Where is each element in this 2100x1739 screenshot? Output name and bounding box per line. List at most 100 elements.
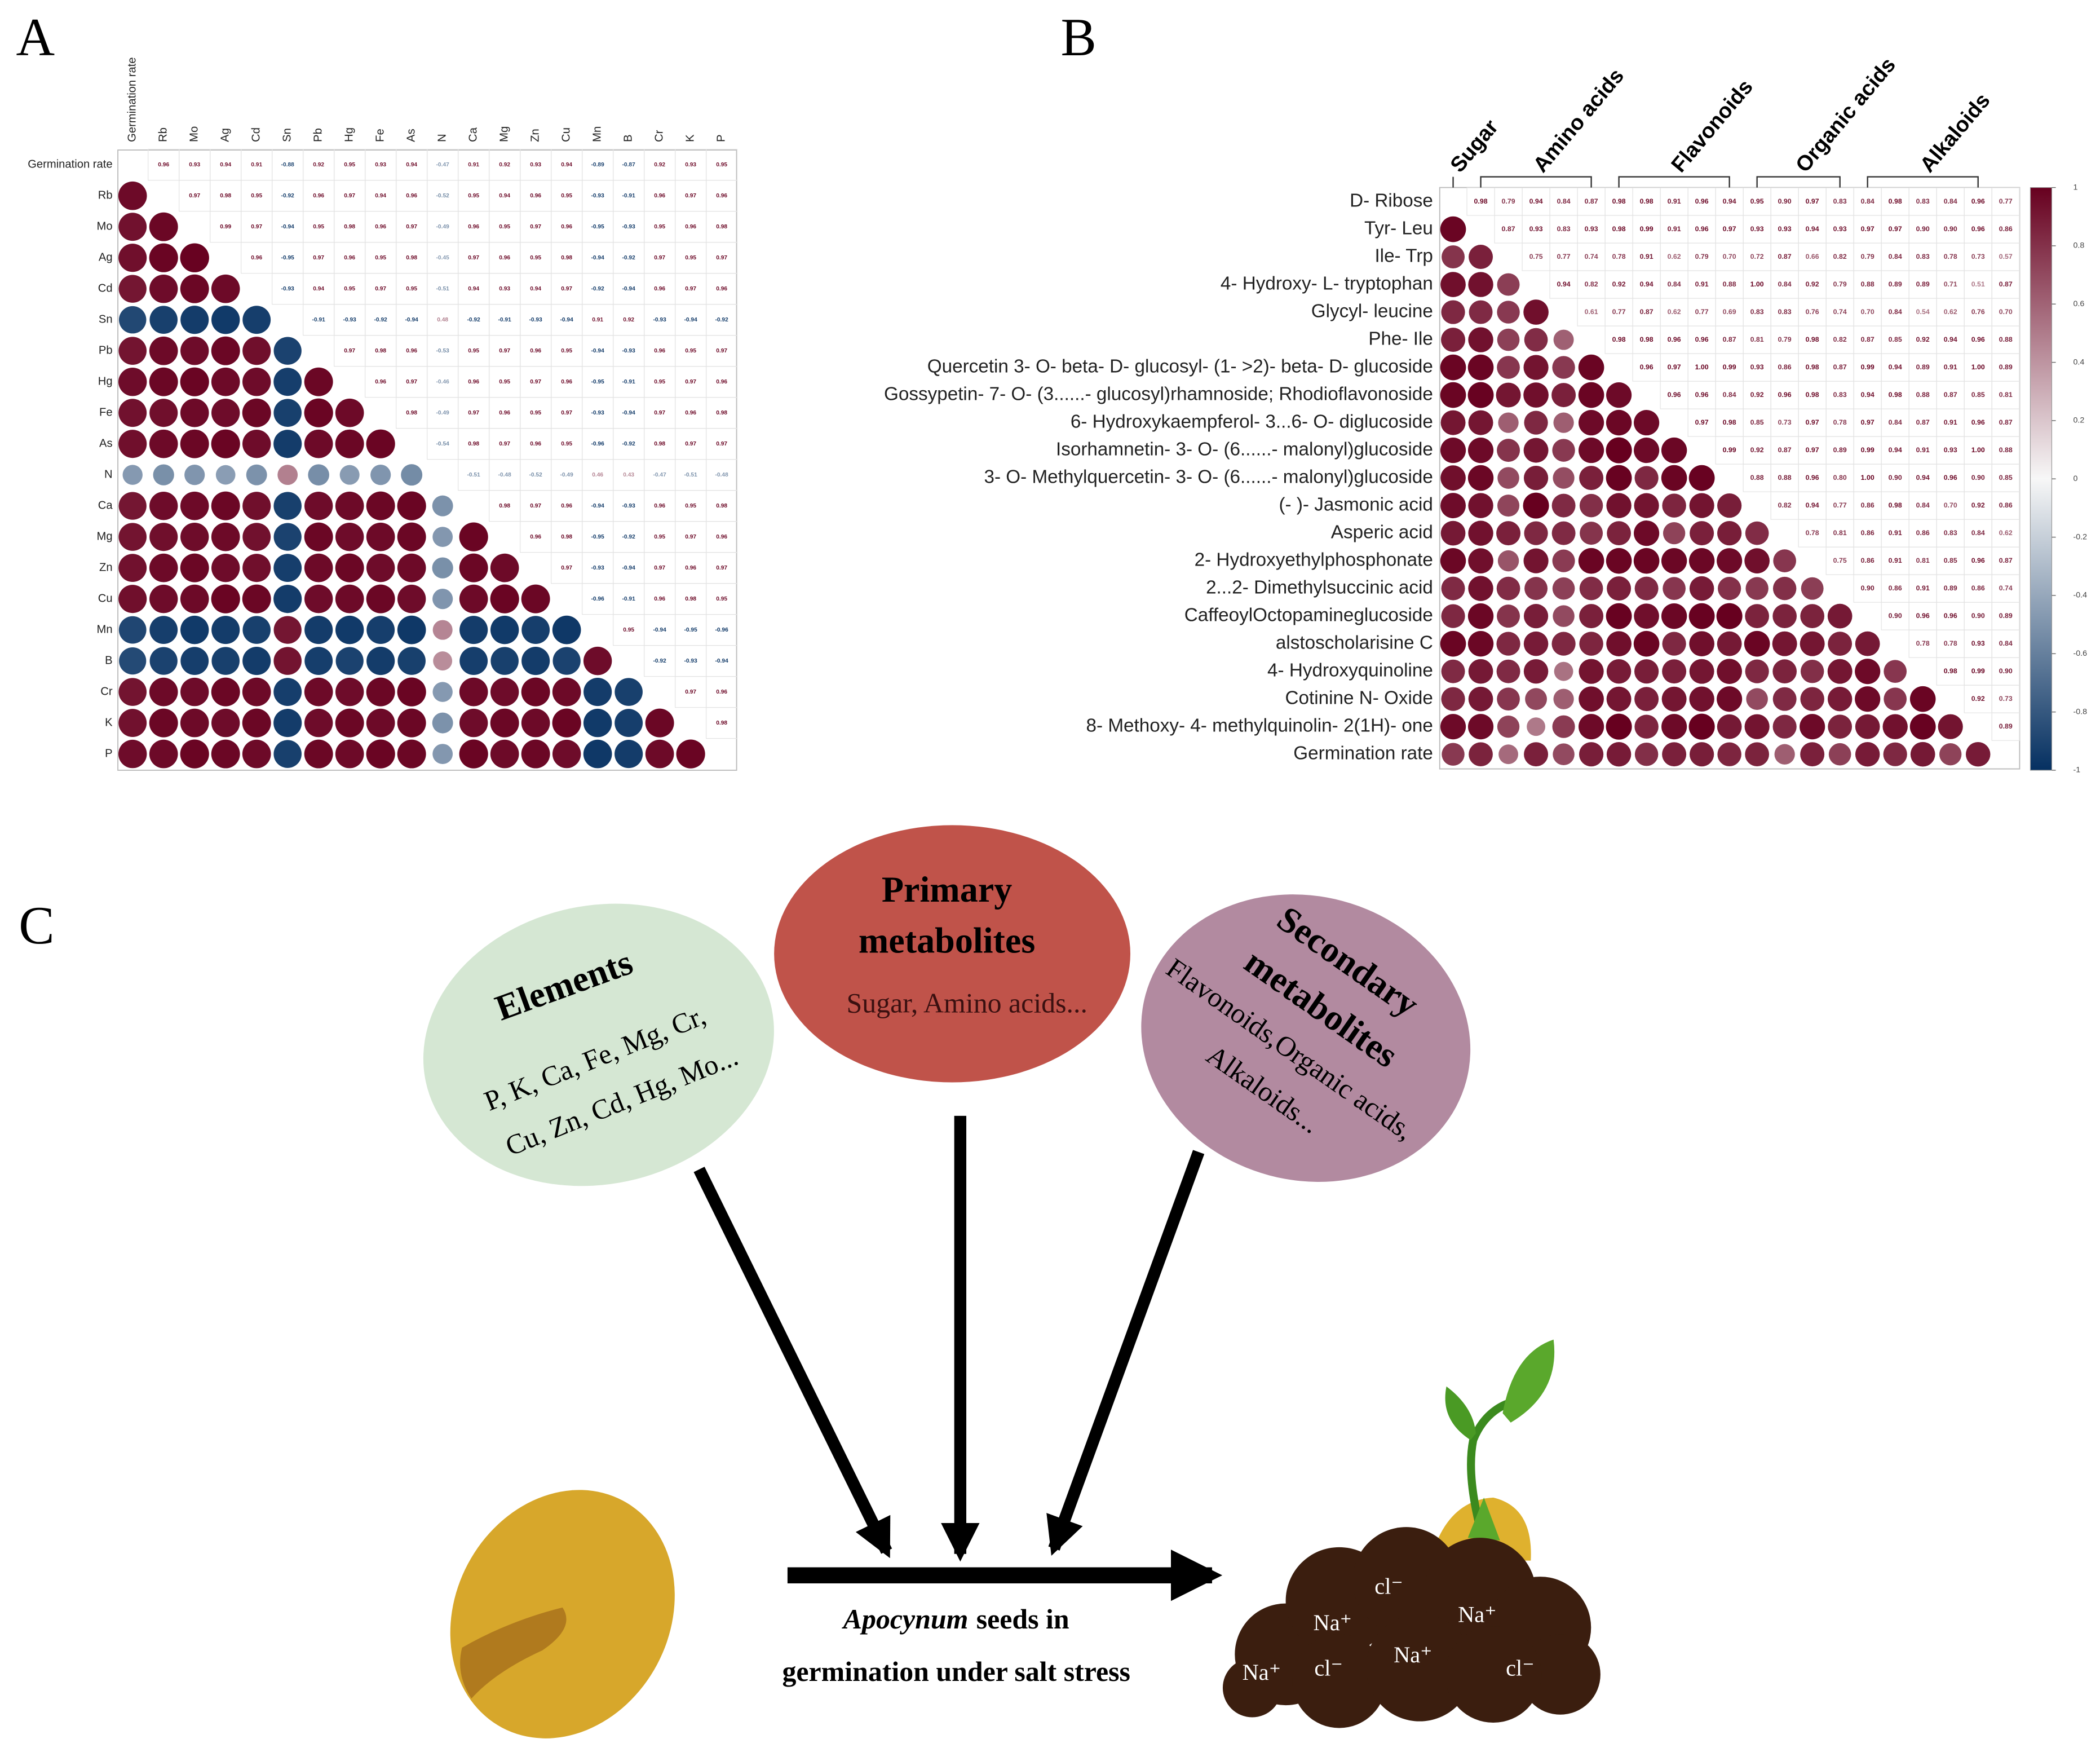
correlation-circle	[1469, 742, 1493, 767]
correlation-label: 0.97	[251, 224, 262, 230]
correlation-label: 0.51	[1971, 280, 1985, 288]
correlation-label: 0.77	[1557, 253, 1571, 261]
correlation-circle	[1440, 272, 1466, 297]
correlation-label: 0.88	[1723, 280, 1736, 288]
correlation-label: 0.98	[716, 224, 727, 230]
correlation-circle	[1606, 409, 1632, 436]
correlation-label: 0.84	[1557, 197, 1571, 205]
correlation-circle	[1607, 576, 1632, 601]
correlation-circle	[118, 739, 147, 769]
correlation-label: 0.96	[561, 224, 572, 230]
correlation-label: 0.96	[654, 193, 665, 199]
correlation-label: 0.96	[1668, 391, 1681, 399]
correlation-circle	[1662, 493, 1686, 518]
correlation-circle	[1497, 687, 1520, 711]
correlation-label: -0.93	[622, 503, 636, 509]
correlation-label: -0.48	[498, 472, 512, 478]
correlation-label: 0.91	[1916, 584, 1930, 592]
correlation-circle	[118, 523, 147, 551]
correlation-circle	[149, 212, 178, 241]
correlation-label: -0.93	[653, 317, 666, 323]
correlation-label: 0.95	[406, 286, 417, 292]
correlation-circle	[339, 465, 360, 485]
correlation-label: 0.90	[1971, 612, 1985, 620]
correlation-label: 0.96	[468, 224, 479, 230]
correlation-label: -0.91	[622, 596, 636, 602]
correlation-circle	[1579, 410, 1604, 436]
correlation-label: -0.53	[436, 348, 450, 354]
primary-ellipse	[774, 825, 1131, 1083]
correlation-circle	[242, 647, 271, 676]
correlation-circle	[1855, 741, 1880, 767]
correlation-circle	[1634, 603, 1659, 629]
correlation-label: 0.97	[561, 410, 572, 416]
correlation-circle	[149, 243, 178, 272]
correlation-label: 0.98	[654, 441, 665, 447]
correlation-label: 0.97	[1861, 225, 1874, 233]
correlation-circle	[1497, 467, 1519, 489]
correlation-label: 0.94	[406, 162, 417, 168]
column-label: P	[715, 134, 727, 142]
correlation-circle	[397, 615, 426, 645]
correlation-circle	[1717, 548, 1743, 574]
correlation-circle	[149, 708, 178, 738]
correlation-circle	[397, 739, 426, 769]
correlation-circle	[1523, 299, 1549, 325]
correlation-label: -0.48	[715, 472, 728, 478]
correlation-label: 0.98	[375, 348, 386, 354]
correlation-label: 0.83	[1750, 308, 1764, 316]
correlation-label: 0.62	[1999, 529, 2013, 537]
correlation-label: 1.00	[1861, 474, 1874, 482]
correlation-circle	[1717, 714, 1742, 739]
correlation-label: 0.96	[654, 596, 665, 602]
correlation-circle	[1496, 659, 1520, 683]
correlation-circle	[149, 616, 178, 645]
correlation-circle	[614, 709, 643, 738]
elements-ellipse	[423, 903, 774, 1186]
correlation-label: -0.49	[436, 224, 450, 230]
correlation-circle	[1689, 659, 1714, 684]
correlation-label: -0.94	[591, 255, 605, 261]
correlation-circle	[1607, 521, 1631, 545]
correlation-label: 0.89	[1999, 612, 2013, 620]
correlation-circle	[1855, 714, 1880, 739]
correlation-circle	[149, 553, 178, 582]
panel-label: C	[19, 895, 54, 955]
correlation-circle	[1606, 659, 1632, 684]
correlation-circle	[1552, 549, 1575, 572]
correlation-label: 0.92	[313, 162, 324, 168]
correlation-circle	[1718, 577, 1741, 601]
correlation-circle	[1827, 603, 1853, 629]
correlation-circle	[273, 647, 302, 675]
correlation-label: -0.92	[591, 286, 605, 292]
correlation-circle	[335, 491, 364, 520]
row-label: Cr	[100, 685, 113, 698]
correlation-label: 0.89	[1999, 363, 2013, 371]
correlation-circle	[1855, 686, 1881, 712]
correlation-circle	[1467, 603, 1494, 629]
correlation-label: 0.97	[685, 534, 696, 540]
correlation-circle	[1744, 548, 1770, 573]
correlation-circle	[1633, 630, 1660, 657]
correlation-circle	[1496, 521, 1521, 546]
row-label: 8- Methoxy- 4- methylquinolin- 2(1H)- on…	[1086, 715, 1433, 736]
correlation-circle	[308, 464, 330, 485]
correlation-label: -0.91	[622, 193, 636, 199]
row-label: 4- Hydroxy- L- tryptophan	[1221, 273, 1433, 294]
correlation-circle	[1606, 741, 1632, 767]
correlation-label: -0.96	[591, 596, 605, 602]
correlation-label: 0.91	[1889, 529, 1902, 537]
correlation-label: -0.92	[715, 317, 728, 323]
correlation-label: 0.97	[685, 193, 696, 199]
correlation-label: -0.93	[343, 317, 357, 323]
correlation-label: 0.98	[1806, 336, 1819, 343]
correlation-label: 0.97	[530, 503, 541, 509]
group-bracket	[1756, 176, 1841, 188]
correlation-circle	[1579, 686, 1604, 712]
correlation-label: 0.96	[468, 379, 479, 385]
correlation-label: 0.97	[716, 441, 727, 447]
correlation-label: 0.87	[1916, 418, 1930, 426]
correlation-circle	[1440, 216, 1466, 242]
colorbar-tick-label: 0	[2073, 474, 2077, 483]
correlation-label: 0.96	[406, 348, 417, 354]
